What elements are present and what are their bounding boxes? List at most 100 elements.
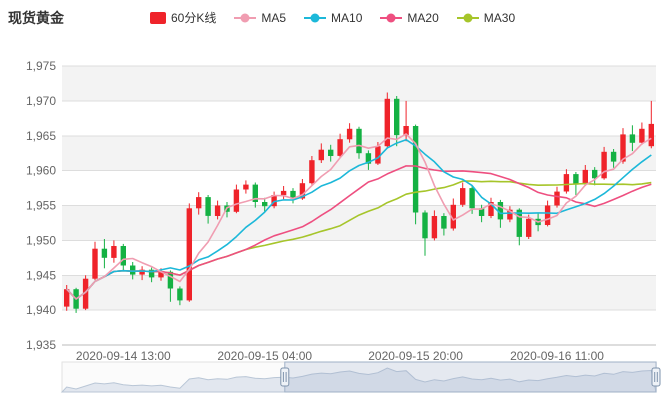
candle[interactable] xyxy=(582,169,588,185)
candle[interactable] xyxy=(186,208,192,301)
ma10-line xyxy=(66,138,652,300)
candle[interactable] xyxy=(497,202,504,220)
navigator-window[interactable] xyxy=(284,361,657,393)
candle[interactable] xyxy=(394,98,400,136)
candle[interactable] xyxy=(130,265,136,275)
candle[interactable] xyxy=(629,134,636,143)
y-axis-label: 1,975 xyxy=(26,59,56,73)
y-axis-label: 1,960 xyxy=(26,164,56,178)
candle[interactable] xyxy=(205,197,211,216)
candle[interactable] xyxy=(610,151,617,162)
candle[interactable] xyxy=(271,195,277,207)
candle[interactable] xyxy=(233,189,240,212)
chart-legend: 60分K线 MA5 MA10 MA20 MA30 xyxy=(150,9,515,26)
candle[interactable] xyxy=(516,209,522,237)
navigator-mini-area xyxy=(60,367,657,393)
candle[interactable] xyxy=(441,216,447,229)
plot-band xyxy=(62,310,656,345)
candle[interactable] xyxy=(469,188,475,209)
candle[interactable] xyxy=(403,126,409,136)
candle[interactable] xyxy=(120,246,126,266)
y-axis-label: 1,950 xyxy=(26,233,56,247)
candle[interactable] xyxy=(639,128,645,143)
candle[interactable] xyxy=(290,190,296,199)
candle[interactable] xyxy=(299,183,306,199)
candle[interactable] xyxy=(384,98,390,147)
candle[interactable] xyxy=(412,126,419,213)
y-axis-label: 1,935 xyxy=(26,338,56,352)
candle[interactable] xyxy=(139,269,145,275)
navigator-handle-left[interactable] xyxy=(280,367,290,387)
legend-label: MA10 xyxy=(331,10,363,25)
candle[interactable] xyxy=(346,128,353,140)
candle[interactable] xyxy=(620,134,626,162)
candle[interactable] xyxy=(214,205,221,217)
candle[interactable] xyxy=(601,151,607,179)
legend-label: MA30 xyxy=(483,10,516,25)
candle[interactable] xyxy=(648,123,654,147)
candle[interactable] xyxy=(526,218,532,237)
candle[interactable] xyxy=(460,188,466,205)
legend-label: 60分K线 xyxy=(171,11,217,25)
candle[interactable] xyxy=(262,202,268,207)
legend-label: MA20 xyxy=(407,10,439,25)
plot-band xyxy=(62,275,656,311)
candle[interactable] xyxy=(431,216,438,239)
legend-item-ma10[interactable]: MA10 xyxy=(304,11,362,25)
ma5-legend-marker-icon xyxy=(234,13,257,22)
candle[interactable] xyxy=(309,160,315,184)
candle[interactable] xyxy=(450,204,456,229)
candle[interactable] xyxy=(337,139,343,156)
candle[interactable] xyxy=(64,289,70,307)
ma5-line xyxy=(66,133,652,300)
ma30-legend-marker-icon xyxy=(456,13,479,22)
candle[interactable] xyxy=(158,271,164,278)
candle[interactable] xyxy=(507,209,513,220)
legend-label: MA5 xyxy=(261,10,287,25)
candle[interactable] xyxy=(422,212,428,239)
y-axis-label: 1,970 xyxy=(26,94,56,108)
candle[interactable] xyxy=(196,197,202,209)
legend-item-kline[interactable]: 60分K线 xyxy=(150,9,216,26)
x-axis-label: 2020-09-14 13:00 xyxy=(76,349,171,363)
plot-band xyxy=(62,66,656,101)
ma20-legend-marker-icon xyxy=(380,13,403,22)
candle[interactable] xyxy=(573,174,579,185)
candle[interactable] xyxy=(592,169,598,179)
x-axis-label: 2020-09-15 20:00 xyxy=(368,349,463,363)
ma20-line xyxy=(66,165,652,300)
candle[interactable] xyxy=(82,278,89,309)
candle[interactable] xyxy=(554,191,560,206)
candle[interactable] xyxy=(101,248,108,258)
candle[interactable] xyxy=(243,184,249,190)
y-axis-label: 1,965 xyxy=(26,129,56,143)
page-title: 现货黄金 xyxy=(8,10,64,26)
candle[interactable] xyxy=(148,269,155,278)
legend-item-ma30[interactable]: MA30 xyxy=(456,10,516,25)
candle[interactable] xyxy=(252,184,258,202)
candle[interactable] xyxy=(356,128,362,154)
candle[interactable] xyxy=(280,190,287,196)
candle[interactable] xyxy=(478,208,485,216)
y-axis-label: 1,945 xyxy=(26,268,56,282)
candle[interactable] xyxy=(563,174,570,192)
candle[interactable] xyxy=(111,246,117,258)
candle[interactable] xyxy=(328,149,334,156)
y-axis-label: 1,955 xyxy=(26,199,56,213)
candle[interactable] xyxy=(92,248,98,279)
kline-legend-marker-icon xyxy=(150,11,166,24)
plot-band xyxy=(62,205,656,241)
candle[interactable] xyxy=(365,153,372,164)
candle[interactable] xyxy=(167,271,174,289)
legend-item-ma5[interactable]: MA5 xyxy=(234,11,286,25)
navigator-handle-right[interactable] xyxy=(651,367,661,387)
candle[interactable] xyxy=(177,288,183,301)
ma10-legend-marker-icon xyxy=(304,13,327,22)
candle[interactable] xyxy=(318,149,324,161)
candle[interactable] xyxy=(544,205,551,226)
candle[interactable] xyxy=(375,146,381,164)
legend-item-ma20[interactable]: MA20 xyxy=(380,10,439,25)
candle[interactable] xyxy=(488,202,494,216)
